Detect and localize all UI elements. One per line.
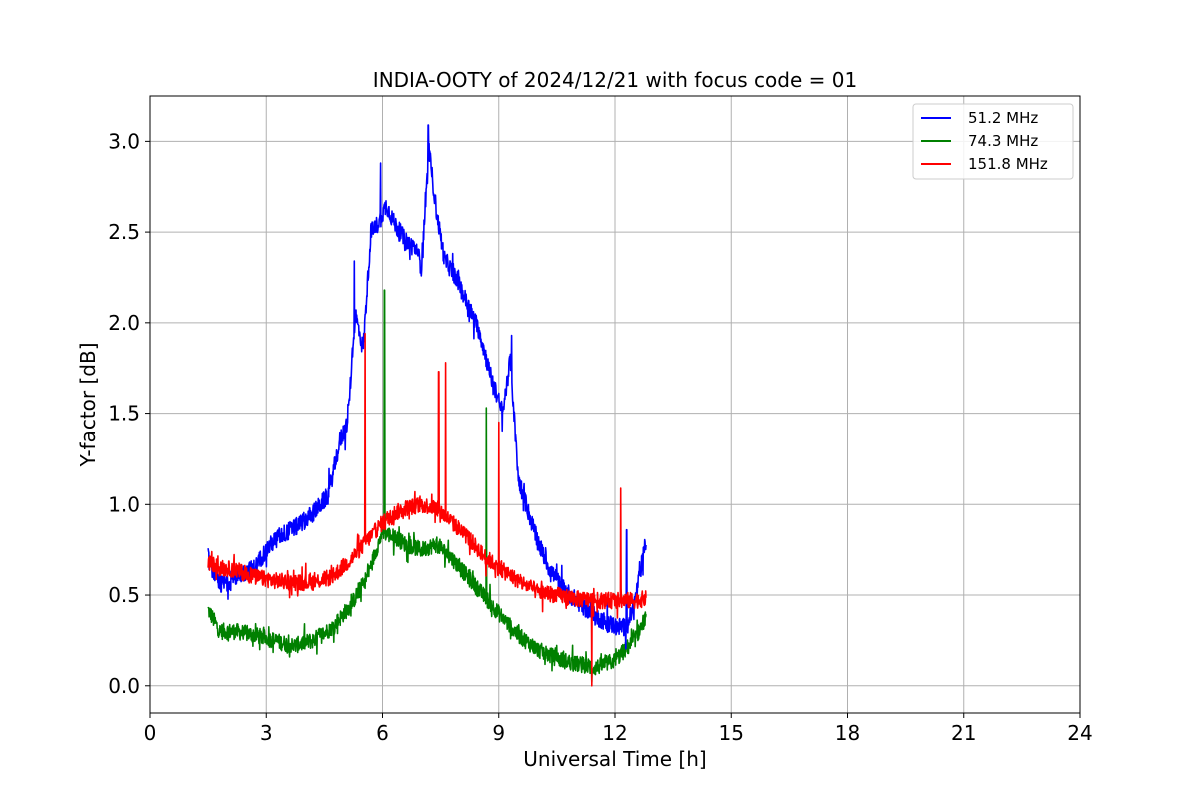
y-tick-label: 2.0 (108, 311, 140, 335)
x-tick-label: 6 (376, 721, 389, 745)
y-tick-label: 0.0 (108, 674, 140, 698)
x-tick-label: 0 (144, 721, 157, 745)
y-tick-label: 2.5 (108, 220, 140, 244)
axis-ticks: 0 3 6 9 12 15 18 21 24 0.0 0.5 1.0 1.5 2.0 2.5 3.0 (108, 129, 1093, 745)
legend: 51.2 MHz 74.3 MHz 151.8 MHz (912, 103, 1074, 180)
chart-title: INDIA-OOTY of 2024/12/21 with focus code… (373, 68, 857, 92)
series-line-74-3-mhz (207, 289, 647, 683)
series-layer (207, 124, 647, 687)
x-axis-label: Universal Time [h] (523, 747, 706, 771)
x-tick-label: 12 (602, 721, 627, 745)
x-tick-label: 21 (951, 721, 976, 745)
y-axis-label: Y-factor [dB] (76, 342, 100, 467)
series-line-151-8-mhz (207, 332, 647, 687)
x-tick-label: 15 (719, 721, 744, 745)
y-tick-label: 1.0 (108, 492, 140, 516)
legend-box (912, 103, 1074, 180)
legend-label: 151.8 MHz (968, 155, 1048, 173)
x-tick-label: 9 (492, 721, 505, 745)
x-tick-label: 3 (260, 721, 273, 745)
legend-label: 51.2 MHz (968, 109, 1038, 127)
legend-label: 74.3 MHz (968, 132, 1038, 150)
x-tick-label: 24 (1067, 721, 1092, 745)
y-tick-label: 0.5 (108, 583, 140, 607)
y-tick-label: 3.0 (108, 129, 140, 153)
x-tick-label: 18 (835, 721, 860, 745)
y-tick-label: 1.5 (108, 402, 140, 426)
